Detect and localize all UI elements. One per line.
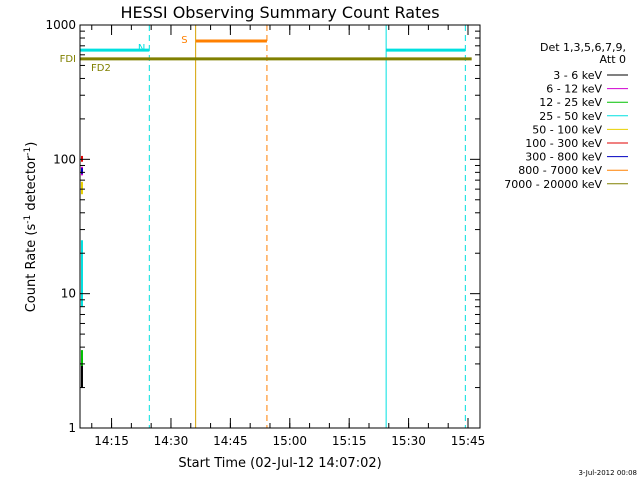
legend-label-4: 50 - 100 keV bbox=[532, 123, 602, 136]
legend-label-0: 3 - 6 keV bbox=[553, 69, 602, 82]
x-axis-label: Start Time (02-Jul-12 14:07:02) bbox=[178, 456, 381, 471]
y-axis-label-mid: detector bbox=[24, 155, 39, 215]
legend-label-7: 800 - 7000 keV bbox=[518, 164, 602, 177]
y-axis-label-end: ) bbox=[24, 142, 39, 147]
y-tick-label-1: 10 bbox=[61, 287, 76, 301]
y-axis-label-sup2: -1 bbox=[23, 147, 33, 156]
y-axis-label-main: Count Rate (s bbox=[24, 224, 39, 313]
legend-label-8: 7000 - 20000 keV bbox=[504, 178, 602, 191]
y-tick-label-3: 1000 bbox=[45, 18, 76, 32]
x-tick-label-6: 15:45 bbox=[451, 434, 486, 448]
plot-area: N S FD2 FDI bbox=[60, 24, 481, 429]
chart-title: HESSI Observing Summary Count Rates bbox=[120, 3, 439, 22]
segment-label-0: N bbox=[138, 43, 145, 54]
legend-label-5: 100 - 300 keV bbox=[525, 137, 602, 150]
legend-header-1: Att 0 bbox=[600, 53, 626, 66]
y-axis-label: Count Rate (s-1 detector-1) bbox=[23, 142, 39, 313]
legend-label-1: 6 - 12 keV bbox=[546, 83, 602, 96]
timestamp: 3-Jul-2012 00:08 bbox=[578, 469, 637, 477]
x-tick-label-0: 14:15 bbox=[94, 434, 129, 448]
segment-label-3: FD2 bbox=[91, 63, 111, 74]
x-axis: 14:15 14:30 14:45 15:00 15:15 15:30 15:45 bbox=[91, 25, 486, 448]
x-tick-label-5: 15:30 bbox=[391, 434, 426, 448]
y-tick-label-2: 100 bbox=[53, 152, 76, 166]
legend-label-6: 300 - 800 keV bbox=[525, 151, 602, 164]
x-tick-label-2: 14:45 bbox=[213, 434, 248, 448]
y-axis-label-sup1: -1 bbox=[23, 215, 33, 224]
side-label: FDI bbox=[60, 54, 76, 65]
y-axis: 1 10 100 1000 bbox=[45, 18, 480, 435]
segment-label-2: S bbox=[181, 35, 187, 46]
x-tick-label-1: 14:30 bbox=[154, 434, 189, 448]
legend-label-3: 25 - 50 keV bbox=[539, 110, 602, 123]
x-tick-label-3: 15:00 bbox=[272, 434, 307, 448]
plot-frame bbox=[79, 24, 481, 429]
y-tick-label-0: 1 bbox=[68, 421, 76, 435]
legend-header-0: Det 1,3,5,6,7,9, bbox=[540, 41, 626, 54]
x-tick-label-4: 15:15 bbox=[332, 434, 367, 448]
legend-label-2: 12 - 25 keV bbox=[539, 96, 602, 109]
